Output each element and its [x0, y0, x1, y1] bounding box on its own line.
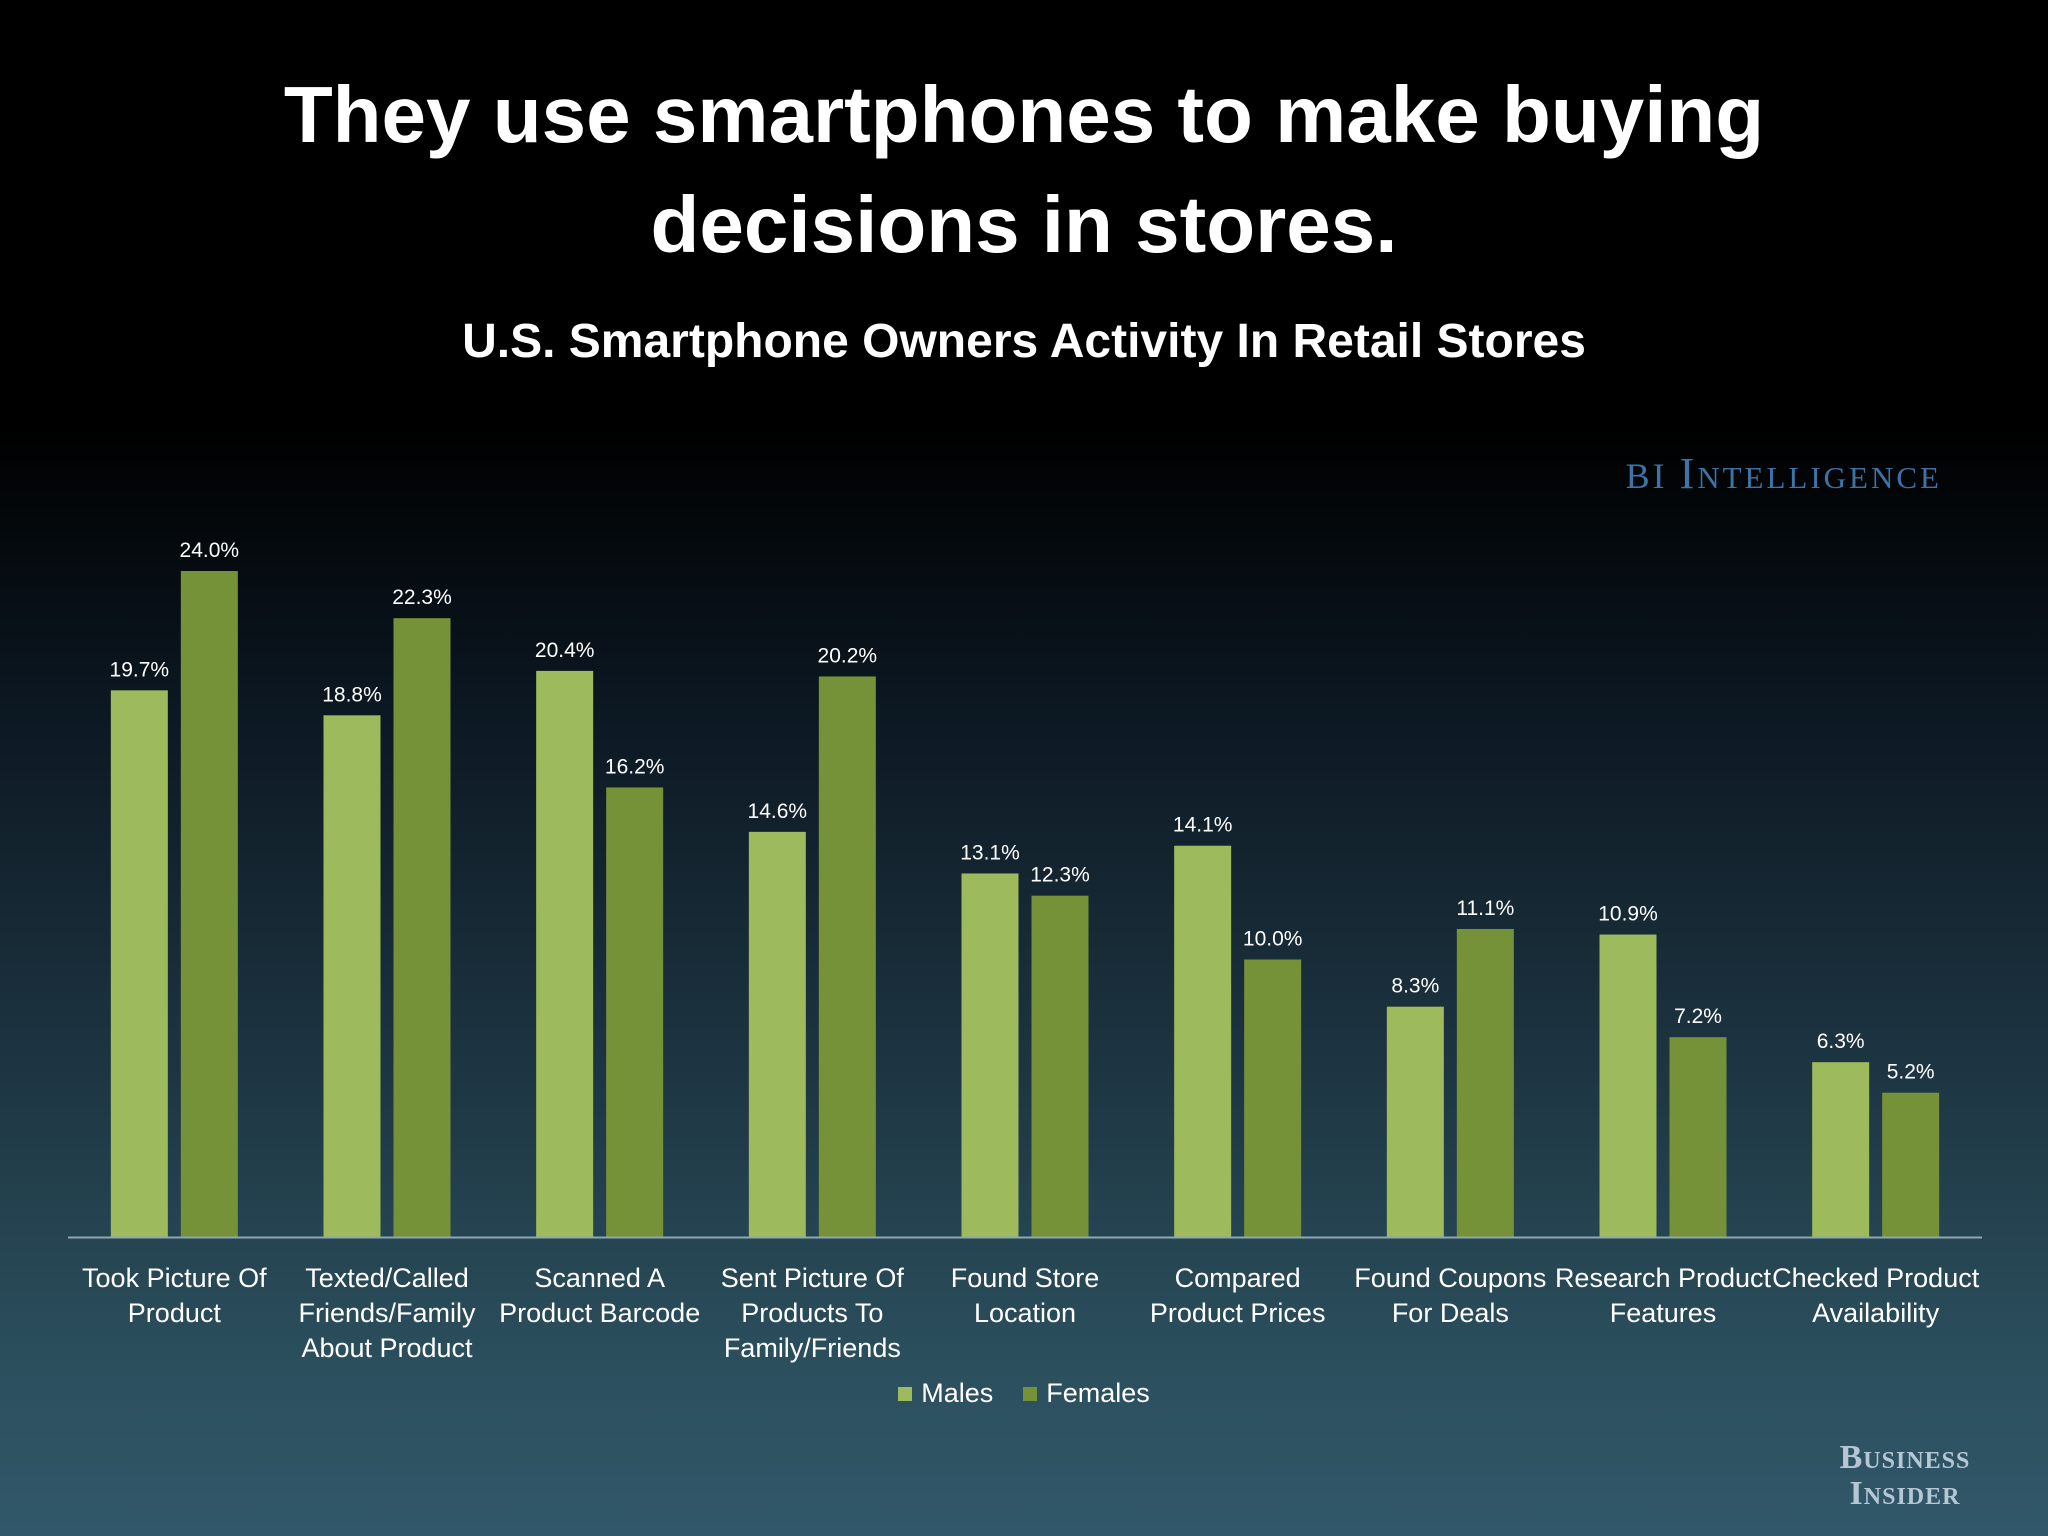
bar-males-4 [961, 873, 1019, 1237]
data-label-males-0: 19.7% [110, 658, 170, 681]
data-label-females-1: 22.3% [392, 586, 452, 609]
legend-label-females: Females [1046, 1378, 1150, 1408]
category-label-6: Found Coupons For Deals [1354, 1263, 1546, 1328]
legend-item-males: Males [898, 1378, 993, 1409]
page-title: They use smartphones to make buying deci… [0, 60, 2048, 280]
bar-females-6 [1456, 928, 1514, 1237]
data-label-females-4: 12.3% [1030, 864, 1090, 887]
data-label-males-1: 18.8% [322, 683, 382, 706]
data-label-males-4: 13.1% [960, 841, 1020, 864]
data-label-females-2: 16.2% [605, 755, 665, 778]
category-label-4: Found Store Location [951, 1263, 1100, 1328]
business-insider-logo: Business Insider [1820, 1440, 1990, 1512]
data-label-males-2: 20.4% [535, 639, 595, 662]
bar-females-4 [1031, 895, 1089, 1237]
bar-males-2 [536, 670, 594, 1237]
brand-bi: BI [1625, 456, 1668, 496]
category-label-3: Sent Picture Of Products To Family/Friends [721, 1263, 905, 1363]
bi-intelligence-logo: BI Intelligence [1626, 448, 1942, 499]
bar-females-7 [1669, 1037, 1727, 1237]
legend-swatch-males [898, 1386, 913, 1401]
bar-females-0 [180, 571, 238, 1237]
chart-subtitle: U.S. Smartphone Owners Activity In Retai… [462, 315, 1586, 368]
data-label-males-5: 14.1% [1173, 814, 1233, 837]
category-label-8: Checked Product Availability [1772, 1263, 1980, 1328]
logo-line-2: Insider [1849, 1475, 1961, 1512]
legend-item-females: Females [1023, 1378, 1150, 1409]
bar-females-5 [1244, 959, 1302, 1237]
data-label-females-8: 5.2% [1887, 1061, 1935, 1084]
bar-females-8 [1882, 1092, 1940, 1237]
category-label-7: Research Product Features [1555, 1263, 1772, 1328]
data-label-females-0: 24.0% [180, 539, 240, 562]
title-line-1: They use smartphones to make buying [283, 70, 1765, 159]
category-label-5: Compared Product Prices [1150, 1263, 1326, 1328]
data-label-females-3: 20.2% [818, 644, 878, 667]
data-label-females-5: 10.0% [1243, 928, 1303, 951]
category-label-0: Took Picture Of Product [82, 1263, 267, 1328]
data-label-females-7: 7.2% [1674, 1005, 1722, 1028]
bar-males-6 [1386, 1006, 1444, 1237]
bar-males-5 [1174, 845, 1232, 1237]
data-label-males-6: 8.3% [1391, 975, 1439, 998]
category-label-2: Scanned A Product Barcode [499, 1263, 700, 1328]
data-label-males-8: 6.3% [1817, 1030, 1865, 1053]
brand-intelligence-initial: Intelligence [1680, 449, 1942, 498]
bar-males-8 [1812, 1062, 1870, 1237]
category-label-1: Texted/Called Friends/Family About Product [298, 1263, 476, 1363]
legend-label-males: Males [921, 1378, 994, 1408]
bar-females-3 [818, 676, 876, 1237]
legend-swatch-females [1023, 1386, 1038, 1401]
title-line-2: decisions in stores. [650, 180, 1398, 269]
bar-males-0 [110, 690, 168, 1237]
data-label-females-6: 11.1% [1456, 897, 1514, 920]
data-label-males-7: 10.9% [1598, 903, 1658, 926]
bar-females-2 [606, 787, 664, 1237]
bar-males-1 [323, 715, 381, 1237]
bar-females-1 [393, 618, 451, 1237]
brand-intelligence: Intelligence [1679, 449, 1942, 498]
data-label-males-3: 14.6% [748, 800, 808, 823]
bar-males-7 [1599, 934, 1657, 1237]
chart-legend: Males Females [0, 1378, 2048, 1409]
logo-line-1: Business [1839, 1439, 1971, 1476]
bar-males-3 [748, 831, 806, 1237]
